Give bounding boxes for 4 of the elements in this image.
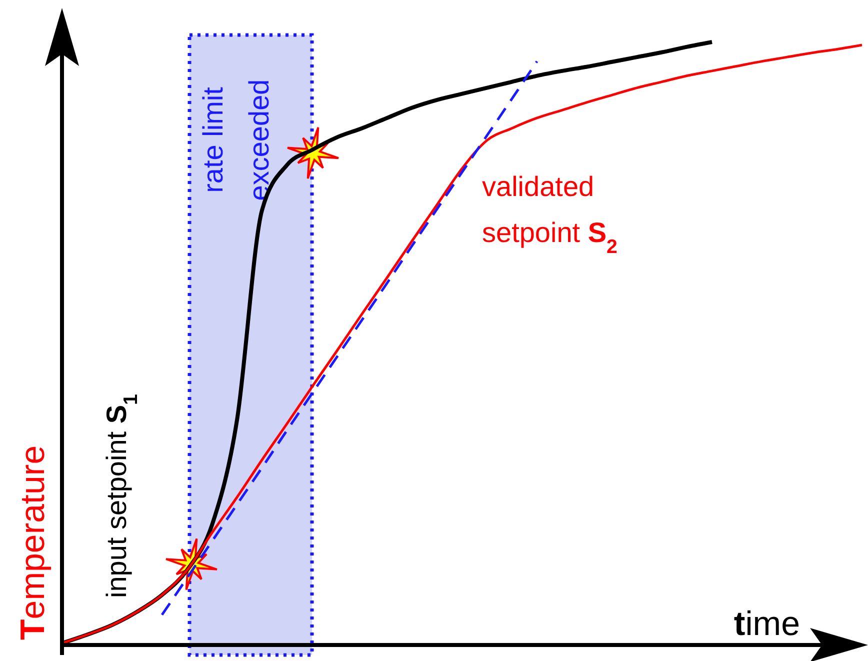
y-axis-title: Temperature	[14, 445, 52, 640]
annotation: rate limit exceeded	[198, 79, 274, 201]
x-axis-title: time	[734, 605, 800, 643]
series-label: validated setpoint S$_{2}$	[482, 171, 618, 258]
